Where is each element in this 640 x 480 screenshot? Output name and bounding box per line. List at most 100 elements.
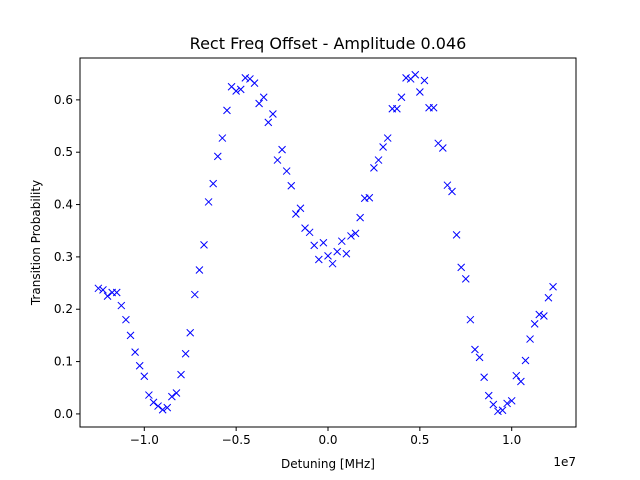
data-point xyxy=(507,396,516,405)
data-point xyxy=(186,328,195,337)
data-point xyxy=(461,275,470,283)
data-point xyxy=(172,389,181,397)
data-point xyxy=(521,356,530,365)
data-point xyxy=(324,251,332,260)
data-point xyxy=(273,156,282,164)
data-point xyxy=(209,179,218,188)
data-point xyxy=(255,99,263,108)
data-point xyxy=(291,210,300,218)
data-point xyxy=(328,259,337,268)
data-point xyxy=(296,204,305,213)
data-point xyxy=(333,247,342,256)
data-point xyxy=(393,104,401,113)
data-point xyxy=(526,335,534,343)
data-point xyxy=(351,229,360,238)
data-point xyxy=(471,345,479,354)
data-point xyxy=(457,263,466,272)
data-point xyxy=(204,198,213,206)
data-point xyxy=(213,152,222,161)
data-point xyxy=(269,110,277,118)
data-point xyxy=(223,106,231,115)
data-point xyxy=(181,349,190,358)
data-point xyxy=(411,70,420,79)
data-point xyxy=(448,187,456,196)
data-point xyxy=(163,403,172,412)
data-point xyxy=(122,315,130,324)
data-point xyxy=(342,249,351,258)
x-axis-ticks: −1.0 −0.5 0.0 0.5 1.0 xyxy=(130,427,521,447)
data-point xyxy=(370,164,378,172)
x-tick-label: 0.5 xyxy=(410,433,429,447)
data-point xyxy=(544,293,553,302)
data-point xyxy=(420,76,429,85)
data-point xyxy=(177,370,185,379)
data-point xyxy=(250,79,259,87)
y-axis-label: Transition Probability xyxy=(29,180,43,306)
data-point xyxy=(452,231,461,239)
x-tick-label: −1.0 xyxy=(130,433,159,447)
data-point xyxy=(195,266,204,274)
data-point xyxy=(512,371,521,380)
data-point xyxy=(498,406,507,415)
data-point xyxy=(117,301,126,310)
data-point xyxy=(443,181,452,190)
y-tick-label: 0.1 xyxy=(54,355,73,369)
data-point xyxy=(94,284,103,293)
data-point xyxy=(135,361,144,370)
data-point xyxy=(466,315,475,324)
data-point xyxy=(379,143,387,151)
data-point xyxy=(397,93,406,102)
x-tick-label: 0.0 xyxy=(318,433,337,447)
data-point xyxy=(314,255,323,264)
data-point xyxy=(287,181,296,190)
data-point xyxy=(356,213,365,222)
data-point xyxy=(241,74,250,82)
data-point xyxy=(140,372,149,381)
y-tick-label: 0.3 xyxy=(54,250,73,264)
data-point xyxy=(131,348,139,357)
data-point xyxy=(429,103,438,112)
data-point xyxy=(535,310,544,319)
data-point xyxy=(365,193,374,202)
data-point xyxy=(539,312,548,320)
x-tick-label: −0.5 xyxy=(222,433,251,447)
data-point xyxy=(310,241,319,250)
data-point xyxy=(480,373,489,382)
data-point xyxy=(503,399,511,408)
data-points xyxy=(94,70,557,416)
data-point xyxy=(494,407,502,416)
data-point xyxy=(305,228,314,237)
data-point xyxy=(383,134,392,142)
plot-frame xyxy=(79,57,577,428)
y-axis-ticks: 0.0 0.1 0.2 0.3 0.4 0.5 0.6 xyxy=(54,93,80,421)
x-tick-label: 1.0 xyxy=(502,433,521,447)
data-point xyxy=(489,400,498,409)
chart-title: Rect Freq Offset - Amplitude 0.046 xyxy=(190,34,467,53)
data-point xyxy=(190,290,199,299)
data-point xyxy=(337,237,346,246)
data-point xyxy=(103,292,112,301)
data-point xyxy=(167,392,176,401)
data-point xyxy=(126,331,135,340)
data-point xyxy=(278,145,286,154)
data-point xyxy=(158,405,167,414)
data-point xyxy=(415,88,424,96)
y-tick-label: 0.6 xyxy=(54,93,73,107)
data-point xyxy=(99,286,107,294)
data-point xyxy=(282,167,291,175)
y-tick-label: 0.5 xyxy=(54,145,73,159)
data-point xyxy=(154,402,162,410)
data-point xyxy=(112,288,121,297)
data-point xyxy=(145,391,153,399)
y-tick-label: 0.4 xyxy=(54,198,73,212)
data-point xyxy=(517,377,525,386)
y-tick-label: 0.0 xyxy=(54,407,73,421)
data-point xyxy=(319,238,328,247)
x-axis-label: Detuning [MHz] xyxy=(281,457,375,471)
data-point xyxy=(402,74,410,82)
data-point xyxy=(347,232,355,240)
data-point xyxy=(200,241,208,249)
data-point xyxy=(259,93,268,102)
x-axis-offset-text: 1e7 xyxy=(553,455,576,469)
